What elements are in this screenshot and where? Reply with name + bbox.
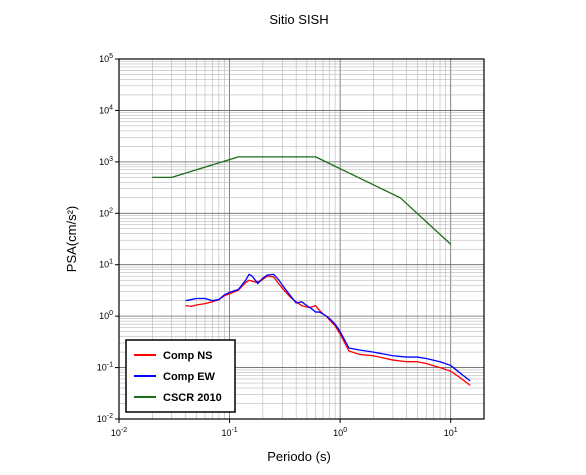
- y-tick-exponent: 4: [109, 104, 113, 111]
- y-tick-label: 102: [99, 207, 113, 218]
- x-tick-exponent: 1: [454, 427, 458, 434]
- x-tick-label: 101: [444, 427, 458, 438]
- x-tick-label: 100: [333, 427, 347, 438]
- series-line-2: [152, 156, 452, 245]
- x-tick-label: 10-1: [221, 427, 237, 438]
- y-tick-exponent: 0: [109, 310, 113, 317]
- y-tick-exponent: 2: [109, 207, 113, 214]
- y-tick-label: 101: [99, 259, 113, 270]
- series-line-1: [185, 273, 471, 382]
- y-tick-label: 10-1: [97, 362, 113, 373]
- y-tick-label: 100: [99, 310, 113, 321]
- y-tick-label: 103: [99, 156, 113, 167]
- series-line-0: [185, 275, 471, 386]
- x-tick-label: 10-2: [111, 427, 127, 438]
- y-tick-exponent: -1: [107, 362, 113, 369]
- y-tick-label: 104: [99, 104, 113, 115]
- x-axis-label: Periodo (s): [267, 449, 331, 464]
- y-tick-exponent: 5: [109, 53, 113, 60]
- y-tick-label: 105: [99, 53, 113, 64]
- y-tick-label: 10-2: [97, 413, 113, 424]
- y-tick-exponent: -2: [107, 413, 113, 420]
- plot-frame: [118, 58, 485, 420]
- y-tick-exponent: 1: [109, 259, 113, 266]
- legend: Comp NS Comp EW CSCR 2010: [125, 339, 236, 413]
- legend-label: CSCR 2010: [163, 392, 222, 404]
- y-axis-label: PSA(cm/s²): [64, 206, 79, 272]
- chart-title: Sitio SISH: [269, 12, 328, 27]
- legend-label: Comp NS: [163, 350, 213, 362]
- grid: [118, 58, 485, 420]
- x-tick-exponent: -2: [121, 427, 127, 434]
- y-tick-exponent: 3: [109, 156, 113, 163]
- legend-label: Comp EW: [163, 371, 216, 383]
- x-tick-exponent: 0: [343, 427, 347, 434]
- x-tick-exponent: -1: [231, 427, 237, 434]
- series-lines: [152, 156, 471, 386]
